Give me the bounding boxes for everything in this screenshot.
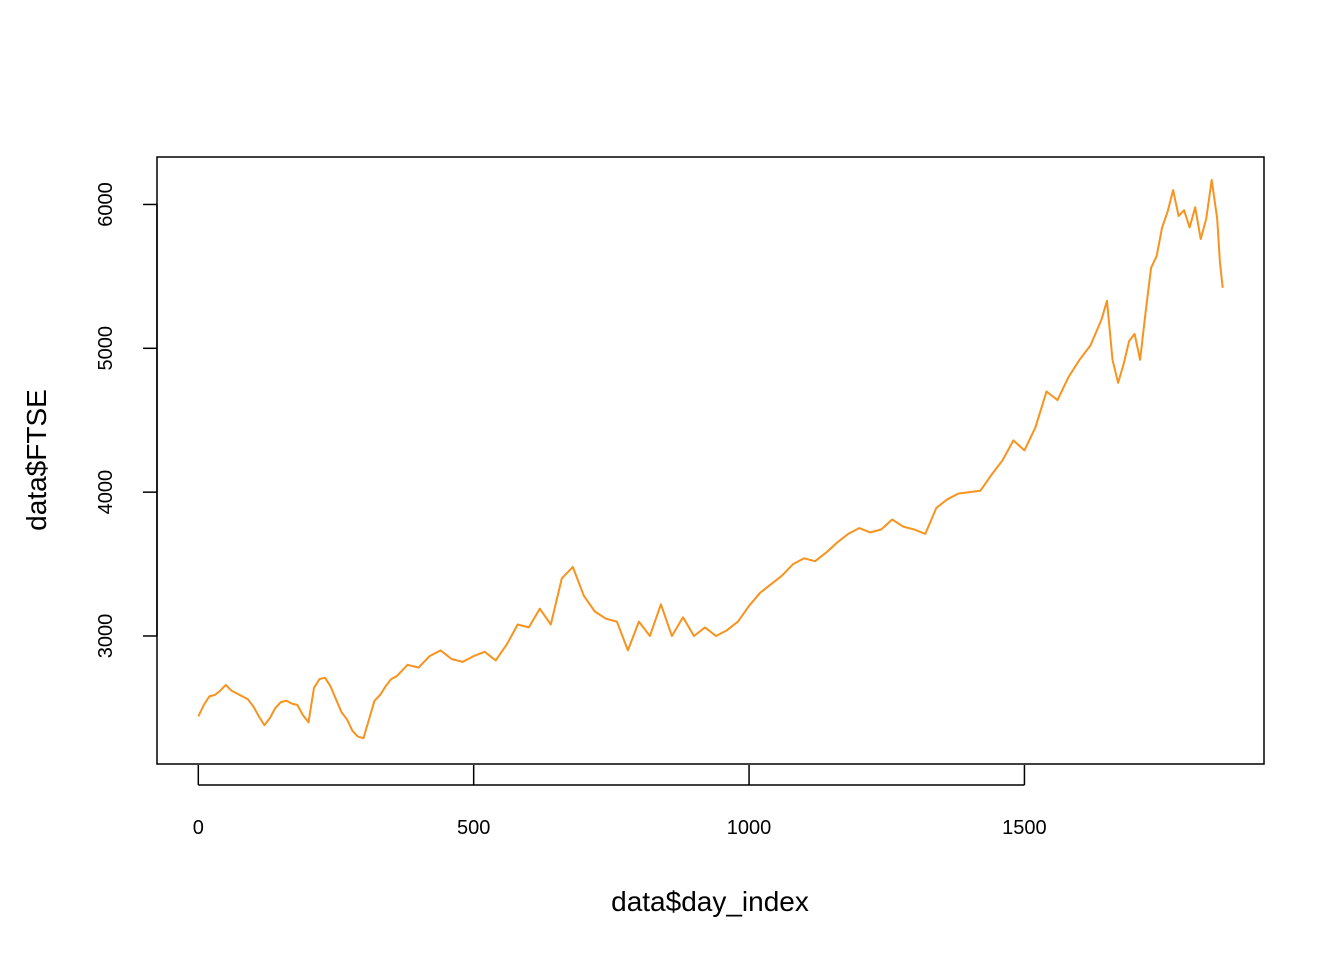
y-tick-label: 5000	[95, 326, 117, 371]
y-tick-label: 3000	[95, 614, 117, 659]
x-axis-title: data$day_index	[611, 886, 809, 917]
y-tick-label: 6000	[95, 182, 117, 227]
series-line-0	[197, 179, 1224, 740]
series-layer	[197, 179, 1224, 740]
y-tick-label: 4000	[95, 470, 117, 514]
y-axis-title: data$FTSE	[21, 389, 52, 531]
x-tick-label: 1500	[1002, 817, 1047, 839]
plot-frame	[156, 156, 1265, 765]
x-tick-label: 0	[193, 817, 204, 839]
x-tick-label: 1000	[727, 817, 772, 839]
y-axis: 3000 4000 5000 6000	[95, 182, 158, 659]
x-axis: 0 500 1000 1500	[193, 765, 1047, 839]
x-tick-label: 500	[457, 817, 490, 839]
